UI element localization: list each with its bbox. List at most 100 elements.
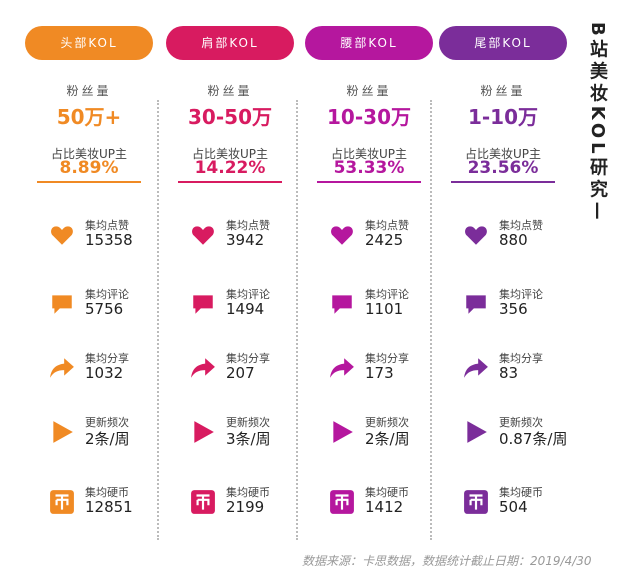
metric-label: 集均评论 bbox=[226, 288, 270, 301]
metric-comments: 集均评论 1494 bbox=[160, 283, 300, 333]
metric-comments: 集均评论 5756 bbox=[19, 283, 159, 333]
fans-label: 粉丝量 bbox=[66, 84, 112, 98]
comment-icon bbox=[190, 291, 216, 317]
metric-value: 880 bbox=[499, 231, 528, 249]
metric-value: 83 bbox=[499, 364, 519, 382]
metric-label: 集均点赞 bbox=[499, 219, 543, 232]
share-label: 占比美妆UP主 bbox=[50, 147, 128, 161]
metric-label: 集均评论 bbox=[365, 288, 409, 301]
metric-value: 3942 bbox=[226, 231, 265, 249]
metric-frequency: 更新频次 3条/周 bbox=[160, 411, 300, 461]
tier-column-shoulder: 肩部KOL 粉丝量 30-50万 占比美妆UP主 14.22% 集均点赞 394… bbox=[160, 0, 300, 577]
heart-icon bbox=[190, 222, 216, 248]
fans-label: 粉丝量 bbox=[480, 84, 526, 98]
fans-label: 粉丝量 bbox=[207, 84, 253, 98]
metric-value: 1101 bbox=[365, 300, 404, 318]
share-arrow-icon bbox=[463, 355, 489, 381]
fans-value: 30-50万 bbox=[188, 105, 272, 129]
coin-icon bbox=[49, 489, 75, 515]
metric-label: 集均硬币 bbox=[499, 486, 543, 499]
metric-label: 集均硬币 bbox=[365, 486, 409, 499]
metric-label: 更新频次 bbox=[226, 416, 270, 429]
share-underline bbox=[451, 181, 555, 183]
fans-value: 50万+ bbox=[56, 105, 122, 129]
share-label: 占比美妆UP主 bbox=[330, 147, 408, 161]
share-underline bbox=[178, 181, 282, 183]
column-divider bbox=[157, 100, 159, 540]
share-value: 14.22% bbox=[194, 158, 266, 178]
metric-value: 12851 bbox=[85, 498, 133, 516]
metric-value: 1412 bbox=[365, 498, 404, 516]
metric-value: 504 bbox=[499, 498, 528, 516]
metric-shares: 集均分享 83 bbox=[433, 347, 573, 397]
heart-icon bbox=[329, 222, 355, 248]
metric-shares: 集均分享 173 bbox=[299, 347, 439, 397]
metric-value: 2条/周 bbox=[365, 430, 410, 448]
fans-value: 1-10万 bbox=[467, 105, 539, 129]
tier-pill: 肩部KOL bbox=[166, 26, 294, 60]
tier-column-waist: 腰部KOL 粉丝量 10-30万 占比美妆UP主 53.33% 集均点赞 242… bbox=[299, 0, 439, 577]
metric-likes: 集均点赞 3942 bbox=[160, 214, 300, 264]
share-value: 53.33% bbox=[333, 158, 405, 178]
column-divider bbox=[296, 100, 298, 540]
metric-label: 集均分享 bbox=[226, 352, 270, 365]
metric-comments: 集均评论 356 bbox=[433, 283, 573, 333]
tier-column-tail: 尾部KOL 粉丝量 1-10万 占比美妆UP主 23.56% 集均点赞 880 … bbox=[433, 0, 573, 577]
share-arrow-icon bbox=[190, 355, 216, 381]
metric-value: 5756 bbox=[85, 300, 124, 318]
play-icon bbox=[190, 419, 216, 445]
metric-value: 1032 bbox=[85, 364, 124, 382]
metric-shares: 集均分享 207 bbox=[160, 347, 300, 397]
metric-label: 更新频次 bbox=[85, 416, 129, 429]
metric-label: 集均硬币 bbox=[85, 486, 129, 499]
heart-icon bbox=[463, 222, 489, 248]
tier-pill: 尾部KOL bbox=[439, 26, 567, 60]
heart-icon bbox=[49, 222, 75, 248]
fans-label: 粉丝量 bbox=[346, 84, 392, 98]
share-value: 8.89% bbox=[59, 158, 119, 178]
metric-value: 2条/周 bbox=[85, 430, 130, 448]
metric-coins: 集均硬币 1412 bbox=[299, 481, 439, 531]
metric-label: 集均点赞 bbox=[85, 219, 129, 232]
share-label: 占比美妆UP主 bbox=[191, 147, 269, 161]
tier-pill: 腰部KOL bbox=[305, 26, 433, 60]
metric-frequency: 更新频次 2条/周 bbox=[299, 411, 439, 461]
metric-value: 207 bbox=[226, 364, 255, 382]
share-underline bbox=[317, 181, 421, 183]
metric-comments: 集均评论 1101 bbox=[299, 283, 439, 333]
metric-value: 1494 bbox=[226, 300, 265, 318]
play-icon bbox=[49, 419, 75, 445]
metric-coins: 集均硬币 12851 bbox=[19, 481, 159, 531]
comment-icon bbox=[49, 291, 75, 317]
coin-icon bbox=[463, 489, 489, 515]
metric-value: 15358 bbox=[85, 231, 133, 249]
metric-value: 2199 bbox=[226, 498, 265, 516]
metric-likes: 集均点赞 2425 bbox=[299, 214, 439, 264]
play-icon bbox=[463, 419, 489, 445]
share-value: 23.56% bbox=[467, 158, 539, 178]
metric-shares: 集均分享 1032 bbox=[19, 347, 159, 397]
share-label: 占比美妆UP主 bbox=[464, 147, 542, 161]
comment-icon bbox=[329, 291, 355, 317]
metric-value: 0.87条/周 bbox=[499, 430, 568, 448]
metric-coins: 集均硬币 2199 bbox=[160, 481, 300, 531]
metric-label: 集均分享 bbox=[499, 352, 543, 365]
metric-label: 更新频次 bbox=[499, 416, 543, 429]
fans-value: 10-30万 bbox=[327, 105, 411, 129]
tier-pill: 头部KOL bbox=[25, 26, 153, 60]
metric-coins: 集均硬币 504 bbox=[433, 481, 573, 531]
metric-label: 集均评论 bbox=[85, 288, 129, 301]
tier-column-head: 头部KOL 粉丝量 50万+ 占比美妆UP主 8.89% 集均点赞 15358 … bbox=[19, 0, 159, 577]
metric-label: 集均点赞 bbox=[226, 219, 270, 232]
metric-label: 集均硬币 bbox=[226, 486, 270, 499]
metric-label: 集均点赞 bbox=[365, 219, 409, 232]
share-arrow-icon bbox=[329, 355, 355, 381]
metric-likes: 集均点赞 15358 bbox=[19, 214, 159, 264]
metric-frequency: 更新频次 0.87条/周 bbox=[433, 411, 573, 461]
coin-icon bbox=[329, 489, 355, 515]
play-icon bbox=[329, 419, 355, 445]
share-arrow-icon bbox=[49, 355, 75, 381]
comment-icon bbox=[463, 291, 489, 317]
metric-label: 集均分享 bbox=[85, 352, 129, 365]
metric-value: 2425 bbox=[365, 231, 404, 249]
